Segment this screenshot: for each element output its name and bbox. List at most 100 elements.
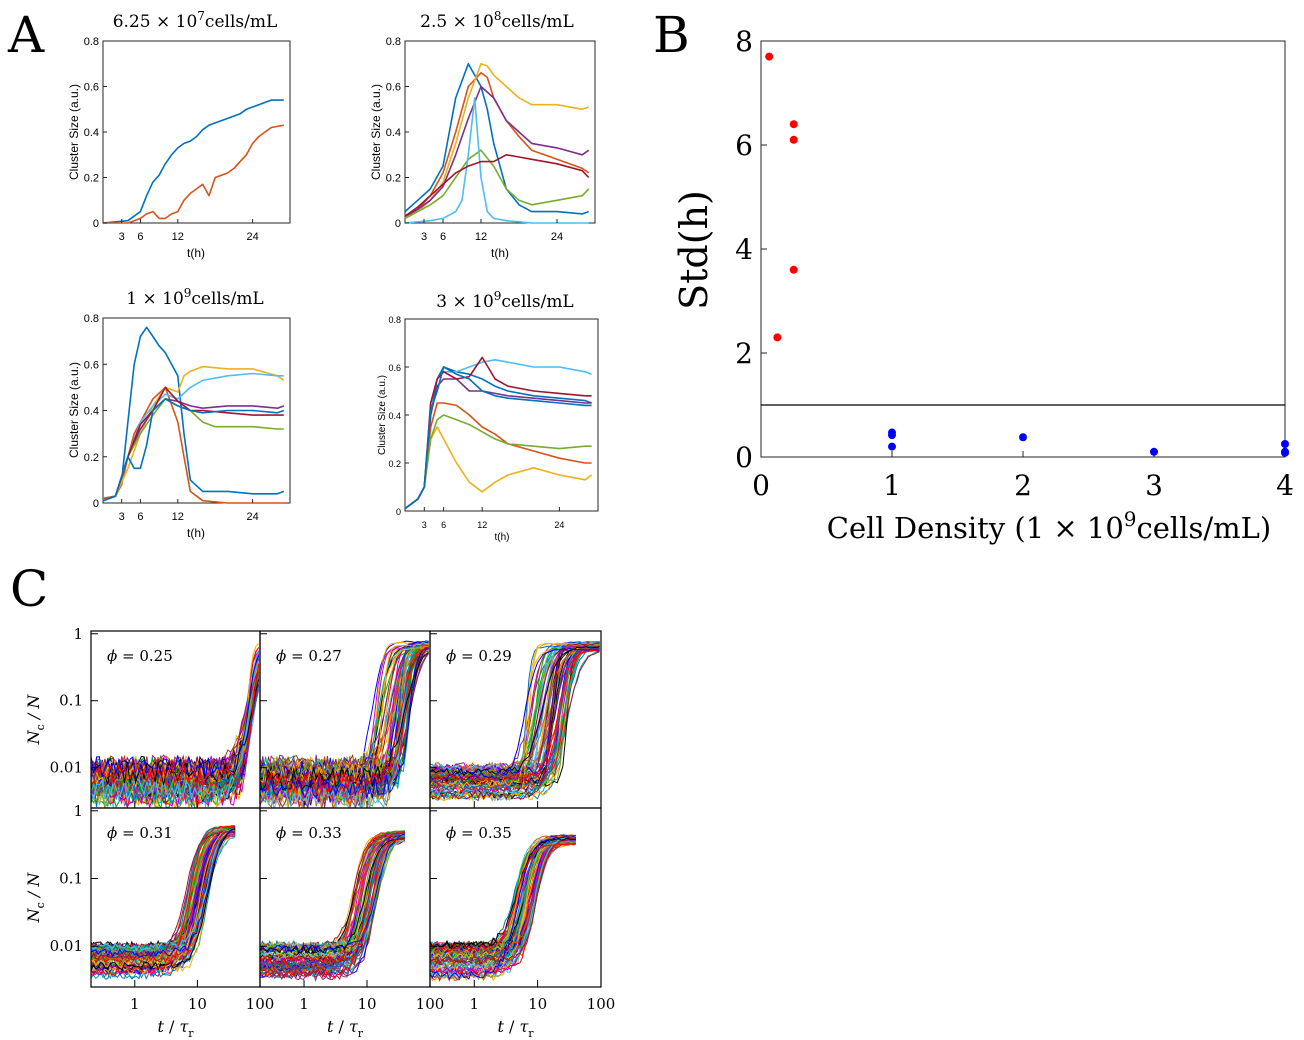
y-tick-label: 0 [93, 218, 99, 230]
series-line [91, 828, 236, 952]
series-line [91, 661, 260, 803]
series-line [260, 831, 405, 952]
series-line [91, 829, 236, 959]
xlabel-sep: / [333, 1017, 349, 1036]
panel-label-b: B [653, 6, 690, 64]
series-line [430, 648, 600, 782]
data-point [1150, 447, 1158, 456]
phi-label: ϕ = 0.27 [276, 647, 342, 665]
series-line [260, 837, 405, 964]
data-point [888, 442, 896, 451]
series-group [91, 825, 236, 980]
data-point [1281, 440, 1289, 448]
series-line [404, 366, 592, 510]
series-line [91, 655, 260, 781]
y-tick-label: 0.1 [59, 692, 83, 710]
ylabel-a2: Cluster Size (a.u.) [369, 84, 383, 180]
phi-symbol: ϕ [107, 824, 122, 842]
ylabel-b: Std(h) [672, 190, 716, 310]
y-tick-label: 2 [735, 337, 753, 370]
ylabel-a4: Cluster Size (a.u.) [377, 375, 388, 455]
xlabel-sub: r [358, 1027, 364, 1040]
phi-symbol: ϕ [276, 647, 291, 665]
plot-frame [102, 40, 291, 224]
xlabel-t: t [497, 1017, 504, 1036]
series-line [91, 828, 236, 958]
series-line [102, 365, 285, 502]
series-line [91, 831, 236, 961]
data-point [1281, 448, 1289, 457]
x-tick-label: 10 [188, 995, 207, 1013]
series-line [260, 839, 406, 961]
data-point [789, 265, 798, 274]
x-tick-label: 12 [172, 511, 184, 523]
y-tick-label: 0.4 [84, 406, 99, 418]
y-tick-label: 4 [735, 233, 753, 266]
xlabel-tau: τ [519, 1017, 529, 1036]
series-line [102, 386, 284, 504]
y-tick-label: 0 [93, 498, 99, 510]
series-line [260, 833, 405, 954]
series-line [91, 829, 236, 955]
x-tick-label: 6 [440, 231, 446, 243]
series-line [260, 832, 405, 983]
series-group [260, 830, 406, 983]
series-line [91, 828, 236, 961]
series-line [260, 646, 429, 808]
series-line [430, 644, 600, 788]
series-line [404, 414, 592, 510]
x-tick-label: 6 [137, 511, 143, 523]
y-tick-label: 0 [396, 507, 401, 517]
y-tick-label: 0.2 [84, 452, 99, 464]
series-line [91, 828, 236, 971]
chart-a1: 6.25 × 107cells/mL t(h) Cluster Size (a.… [67, 9, 291, 260]
x-tick-label: 0 [752, 469, 770, 502]
y-tick-label: 1 [73, 802, 83, 820]
y-tick-label: 0.8 [388, 315, 401, 325]
xlabel-sep: / [164, 1017, 180, 1036]
xlabel-sub: r [188, 1027, 194, 1040]
title-a4: 3 × 109cells/mL [436, 289, 573, 312]
panel-label-a: A [7, 6, 45, 64]
y-tick-label: 0.4 [386, 127, 401, 139]
x-tick-label: 100 [246, 995, 275, 1013]
plot-frame [760, 40, 1286, 458]
x-tick-label: 3 [1145, 469, 1163, 502]
chart-b: Std(h) Cell Density (1 × 109cells/mL) 0 1… [672, 25, 1294, 545]
series-line [260, 646, 429, 796]
y-tick-label: 0.1 [59, 870, 83, 888]
ylabel-n: N [24, 907, 43, 923]
series-line [430, 645, 600, 797]
y-axis-label: Nc / N [24, 872, 47, 924]
series-line [430, 836, 576, 961]
series-line [91, 833, 236, 973]
x-tick-label: 1 [470, 995, 480, 1013]
y-tick-label: 0.2 [388, 459, 401, 469]
x-tick-label: 24 [246, 511, 258, 523]
x-tick-label: 24 [554, 520, 564, 530]
title-a3: 1 × 109cells/mL [126, 286, 263, 309]
series-line [404, 154, 590, 217]
data-point [773, 333, 782, 342]
series-line [91, 829, 236, 954]
y-tick-label: 0.2 [386, 173, 401, 185]
x-tick-label: 4 [1276, 469, 1294, 502]
phi-value: = 0.29 [461, 647, 512, 665]
y-tick-label: 0.6 [84, 359, 99, 371]
x-tick-label: 10 [357, 995, 376, 1013]
phi-value: = 0.27 [291, 647, 342, 665]
series-line [91, 675, 260, 805]
xlabel-b: Cell Density (1 × 109cells/mL) [827, 507, 1271, 545]
x-tick-label: 100 [416, 995, 445, 1013]
x-tick-label: 24 [551, 231, 563, 243]
ylabel-sub: c [34, 902, 47, 908]
phi-label: ϕ = 0.33 [276, 824, 342, 842]
series-line [430, 643, 600, 775]
title-a2: 2.5 × 108cells/mL [420, 9, 574, 32]
phi-symbol: ϕ [107, 647, 122, 665]
data-point [888, 431, 896, 440]
chart-a2: 2.5 × 108cells/mL t(h) Cluster Size (a.u… [369, 9, 596, 260]
x-tick-label: 6 [137, 231, 143, 243]
series-line [404, 426, 593, 510]
phi-symbol: ϕ [446, 647, 461, 665]
